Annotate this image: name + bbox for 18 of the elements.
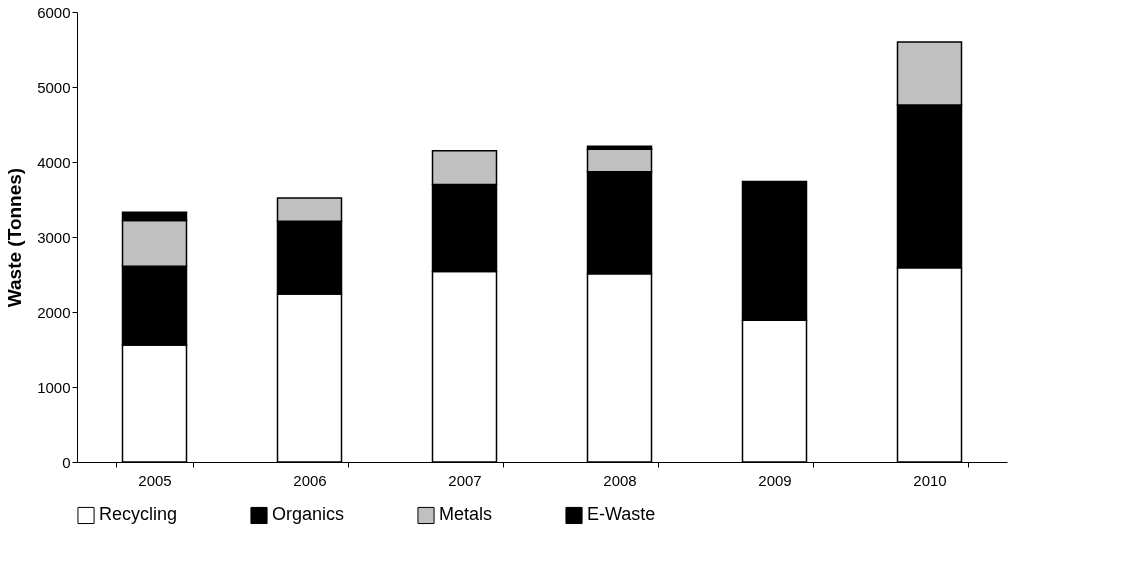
legend-label: Organics xyxy=(272,504,345,525)
y-tick-label: 5000 xyxy=(37,78,71,96)
y-axis-title: Waste (Tonnes) xyxy=(4,167,26,308)
x-tick-label: 2010 xyxy=(913,471,947,489)
x-tick-label: 2008 xyxy=(603,471,637,489)
y-tick-label: 1000 xyxy=(37,378,71,396)
x-tick-label: 2005 xyxy=(138,471,172,489)
y-tick-label: 4000 xyxy=(37,153,71,171)
x-tick-label: 2009 xyxy=(758,471,792,489)
legend-label: E-Waste xyxy=(587,504,656,525)
y-tick-label: 6000 xyxy=(37,3,71,21)
x-tick-label: 2006 xyxy=(293,471,327,489)
y-tick-label: 0 xyxy=(62,453,71,471)
x-tick-label: 2007 xyxy=(448,471,482,489)
y-tick-label: 3000 xyxy=(37,228,71,246)
legend-label: Recycling xyxy=(99,504,178,525)
y-tick-label: 2000 xyxy=(37,303,71,321)
legend-label: Metals xyxy=(439,504,493,525)
